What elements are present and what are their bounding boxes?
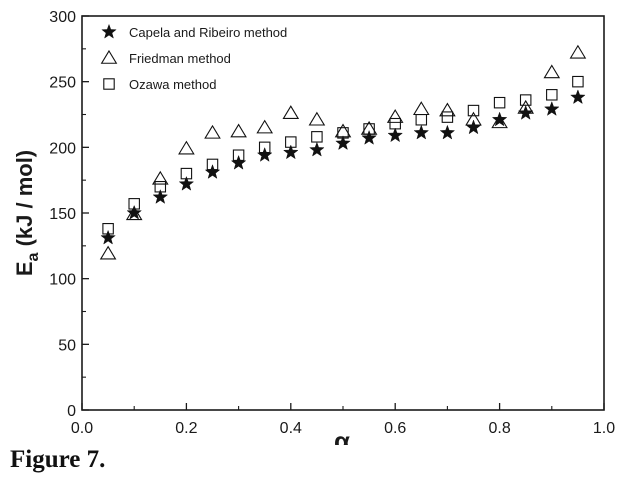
data-point xyxy=(178,175,195,191)
data-point xyxy=(282,144,299,160)
legend-marker xyxy=(103,78,115,90)
data-point xyxy=(572,75,584,88)
y-axis-label-main: E xyxy=(12,261,37,276)
legend-marker xyxy=(101,23,117,39)
y-tick-label: 100 xyxy=(49,272,76,289)
data-point xyxy=(361,129,377,145)
y-tick-label: 300 xyxy=(49,9,76,26)
data-point xyxy=(439,124,456,140)
x-tick-label: 1.0 xyxy=(593,420,615,437)
data-point xyxy=(441,111,454,123)
ticks: 0.0 0.2 0.4 0.6 0.8 1.0 0 50 100 150 200 250 300 xyxy=(49,9,615,437)
x-tick-label: 0.2 xyxy=(175,420,197,437)
x-tick-label: 0.4 xyxy=(280,420,302,437)
data-point xyxy=(413,124,430,140)
data-point xyxy=(543,101,560,116)
y-tick-label: 0 xyxy=(67,403,76,420)
legend-label: Capela and Ribeiro method xyxy=(129,25,287,40)
data-points xyxy=(99,44,587,260)
data-point xyxy=(282,105,300,119)
data-point xyxy=(309,141,325,157)
data-point xyxy=(491,114,508,129)
data-point xyxy=(100,229,116,245)
axes xyxy=(81,15,605,411)
data-point xyxy=(152,189,169,204)
y-axis-label: Ea (kJ / mol) xyxy=(12,150,42,276)
data-point xyxy=(256,119,274,134)
data-point xyxy=(570,89,586,105)
y-tick-label: 250 xyxy=(49,75,76,92)
data-point xyxy=(151,170,169,185)
data-point xyxy=(467,104,480,117)
data-point xyxy=(335,135,351,151)
data-point xyxy=(493,96,506,109)
data-point xyxy=(412,101,430,116)
legend-label: Ozawa method xyxy=(129,77,216,92)
data-point xyxy=(311,131,323,143)
x-tick-label: 0.0 xyxy=(71,420,93,437)
legend-marker xyxy=(100,49,118,64)
data-point xyxy=(126,204,143,220)
x-axis-label: α xyxy=(334,426,350,445)
plot-frame xyxy=(81,15,605,411)
data-point xyxy=(230,123,247,138)
y-axis-label-subscript: a xyxy=(25,252,42,261)
x-tick-label: 0.8 xyxy=(488,420,510,437)
data-point xyxy=(308,111,326,126)
data-point xyxy=(230,154,247,170)
legend-label: Friedman method xyxy=(129,51,231,66)
data-point xyxy=(204,124,221,139)
chart: 0.0 0.2 0.4 0.6 0.8 1.0 0 50 100 150 200 250 300 Cap… xyxy=(12,9,615,445)
data-point xyxy=(204,164,221,179)
y-tick-label: 150 xyxy=(49,206,76,223)
data-point xyxy=(465,119,482,135)
data-point xyxy=(517,104,534,120)
data-point xyxy=(387,127,404,143)
x-tick-label: 0.6 xyxy=(384,420,406,437)
data-point xyxy=(546,89,558,101)
data-point xyxy=(415,114,428,126)
data-point xyxy=(99,245,117,260)
y-tick-label: 200 xyxy=(49,140,76,157)
figure-caption: Figure 7. xyxy=(10,446,106,473)
legend: Capela and Ribeiro method Friedman method… xyxy=(100,23,287,92)
data-point xyxy=(491,111,508,127)
y-tick-label: 50 xyxy=(58,337,76,354)
data-point xyxy=(439,102,456,117)
data-point xyxy=(256,146,273,162)
data-point xyxy=(386,109,404,123)
data-point xyxy=(543,64,561,79)
data-point xyxy=(178,140,195,155)
data-point xyxy=(569,44,587,59)
y-axis-label-unit: (kJ / mol) xyxy=(12,150,37,253)
